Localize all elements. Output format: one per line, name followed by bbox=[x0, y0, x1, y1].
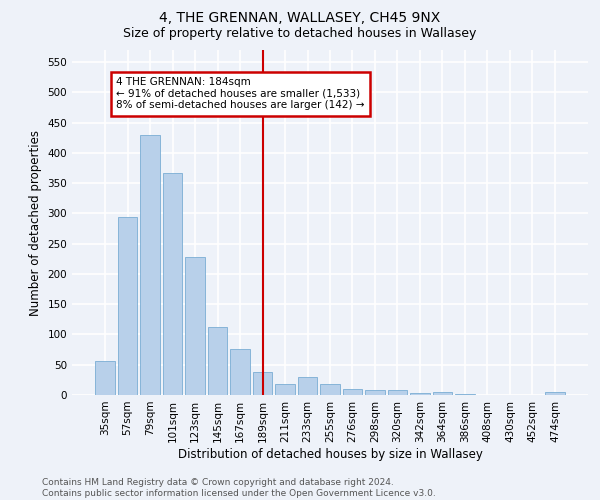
Bar bbox=[388, 390, 407, 395]
Bar bbox=[298, 378, 317, 395]
Y-axis label: Number of detached properties: Number of detached properties bbox=[29, 130, 42, 316]
Bar bbox=[545, 392, 565, 395]
Bar bbox=[208, 326, 227, 395]
Bar bbox=[140, 134, 160, 395]
Bar bbox=[365, 390, 385, 395]
Bar bbox=[118, 217, 137, 395]
Text: 4 THE GRENNAN: 184sqm
← 91% of detached houses are smaller (1,533)
8% of semi-de: 4 THE GRENNAN: 184sqm ← 91% of detached … bbox=[116, 77, 365, 110]
X-axis label: Distribution of detached houses by size in Wallasey: Distribution of detached houses by size … bbox=[178, 448, 482, 460]
Bar bbox=[410, 392, 430, 395]
Bar bbox=[253, 372, 272, 395]
Bar bbox=[95, 360, 115, 395]
Text: 4, THE GRENNAN, WALLASEY, CH45 9NX: 4, THE GRENNAN, WALLASEY, CH45 9NX bbox=[160, 12, 440, 26]
Bar bbox=[230, 349, 250, 395]
Bar bbox=[455, 394, 475, 395]
Text: Contains HM Land Registry data © Crown copyright and database right 2024.
Contai: Contains HM Land Registry data © Crown c… bbox=[42, 478, 436, 498]
Bar bbox=[343, 389, 362, 395]
Text: Size of property relative to detached houses in Wallasey: Size of property relative to detached ho… bbox=[124, 28, 476, 40]
Bar bbox=[185, 257, 205, 395]
Bar bbox=[163, 173, 182, 395]
Bar bbox=[320, 384, 340, 395]
Bar bbox=[433, 392, 452, 395]
Bar bbox=[275, 384, 295, 395]
